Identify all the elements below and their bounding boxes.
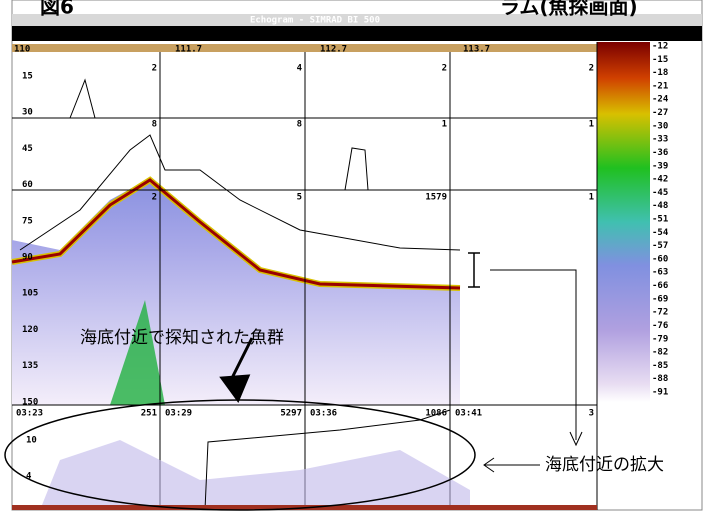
- depth-label: 120: [22, 325, 38, 335]
- time-label: 03:29: [165, 409, 192, 419]
- annotation: 海底付近で探知された魚群: [80, 328, 284, 348]
- scale-label: -45: [652, 188, 668, 198]
- time-label: 03:23: [16, 409, 43, 419]
- ruler-label: 113.7: [463, 45, 490, 55]
- ruler-label: 111.7: [175, 45, 202, 55]
- depth-label: 105: [22, 289, 38, 299]
- ruler-label: 110: [14, 45, 30, 55]
- cell-count: 5: [297, 193, 302, 203]
- scale-label: -30: [652, 121, 668, 131]
- depth-label: 135: [22, 361, 38, 371]
- count-label: 5297: [280, 409, 302, 419]
- echogram-screenshot: Echogram - SIMRAD BI 500 図6 ラム(魚探画面) 海底付…: [0, 0, 710, 519]
- scale-label: -66: [652, 281, 668, 291]
- count-label: 1086: [425, 409, 447, 419]
- scale-label: -42: [652, 175, 668, 185]
- depth-label: 75: [22, 216, 33, 226]
- figure-title: 図6: [40, 0, 74, 19]
- scale-label: -12: [652, 42, 668, 52]
- scale-label: -33: [652, 135, 668, 145]
- scale-label: -54: [652, 228, 669, 238]
- depth-label: 10: [26, 436, 37, 446]
- cell-count: 1: [589, 120, 594, 130]
- count-label: 251: [141, 409, 157, 419]
- ruler: [12, 44, 597, 52]
- ruler-label: 112.7: [320, 45, 347, 55]
- cell-count: 2: [589, 64, 594, 74]
- cell-count: 2: [442, 64, 447, 74]
- depth-label: 60: [22, 180, 33, 190]
- cell-count: 2: [152, 193, 157, 203]
- scale-label: -51: [652, 215, 668, 225]
- cell-count: 1: [589, 193, 594, 203]
- depth-label: 45: [22, 144, 33, 154]
- cell-count: 2: [152, 64, 157, 74]
- scale-label: -69: [652, 294, 668, 304]
- toolbar: [12, 26, 702, 41]
- annotation: 海底付近の拡大: [545, 455, 664, 475]
- scale-label: -79: [652, 334, 668, 344]
- scale-label: -21: [652, 81, 668, 91]
- scale-label: -91: [652, 388, 668, 398]
- time-label: 03:41: [455, 409, 482, 419]
- scale-label: -85: [652, 361, 668, 371]
- scale-label: -60: [652, 254, 668, 264]
- scale-label: -18: [652, 68, 668, 78]
- depth-label: 4: [26, 472, 32, 482]
- count-label: 3: [589, 409, 594, 419]
- scale-label: -57: [652, 241, 668, 251]
- scale-label: -82: [652, 348, 668, 358]
- cell-count: 1579: [425, 193, 447, 203]
- scale-label: -36: [652, 148, 668, 158]
- figure-title: ラム(魚探画面): [500, 0, 638, 19]
- color-bar: [597, 42, 650, 402]
- scale-label: -15: [652, 55, 668, 65]
- cell-count: 8: [297, 120, 302, 130]
- depth-label: 90: [22, 253, 33, 263]
- scale-label: -72: [652, 308, 668, 318]
- cell-count: 8: [152, 120, 157, 130]
- cell-count: 4: [297, 64, 303, 74]
- depth-label: 15: [22, 72, 33, 82]
- cell-count: 1: [442, 120, 447, 130]
- scale-label: -63: [652, 268, 668, 278]
- depth-label: 30: [22, 108, 33, 118]
- window-title: Echogram - SIMRAD BI 500: [250, 16, 380, 26]
- scale-label: -27: [652, 108, 668, 118]
- time-label: 03:36: [310, 409, 337, 419]
- scale-label: -24: [652, 95, 669, 105]
- scale-label: -48: [652, 201, 668, 211]
- scale-label: -39: [652, 161, 668, 171]
- depth-label: 150: [22, 397, 38, 407]
- scale-label: -76: [652, 321, 668, 331]
- scale-label: -88: [652, 374, 668, 384]
